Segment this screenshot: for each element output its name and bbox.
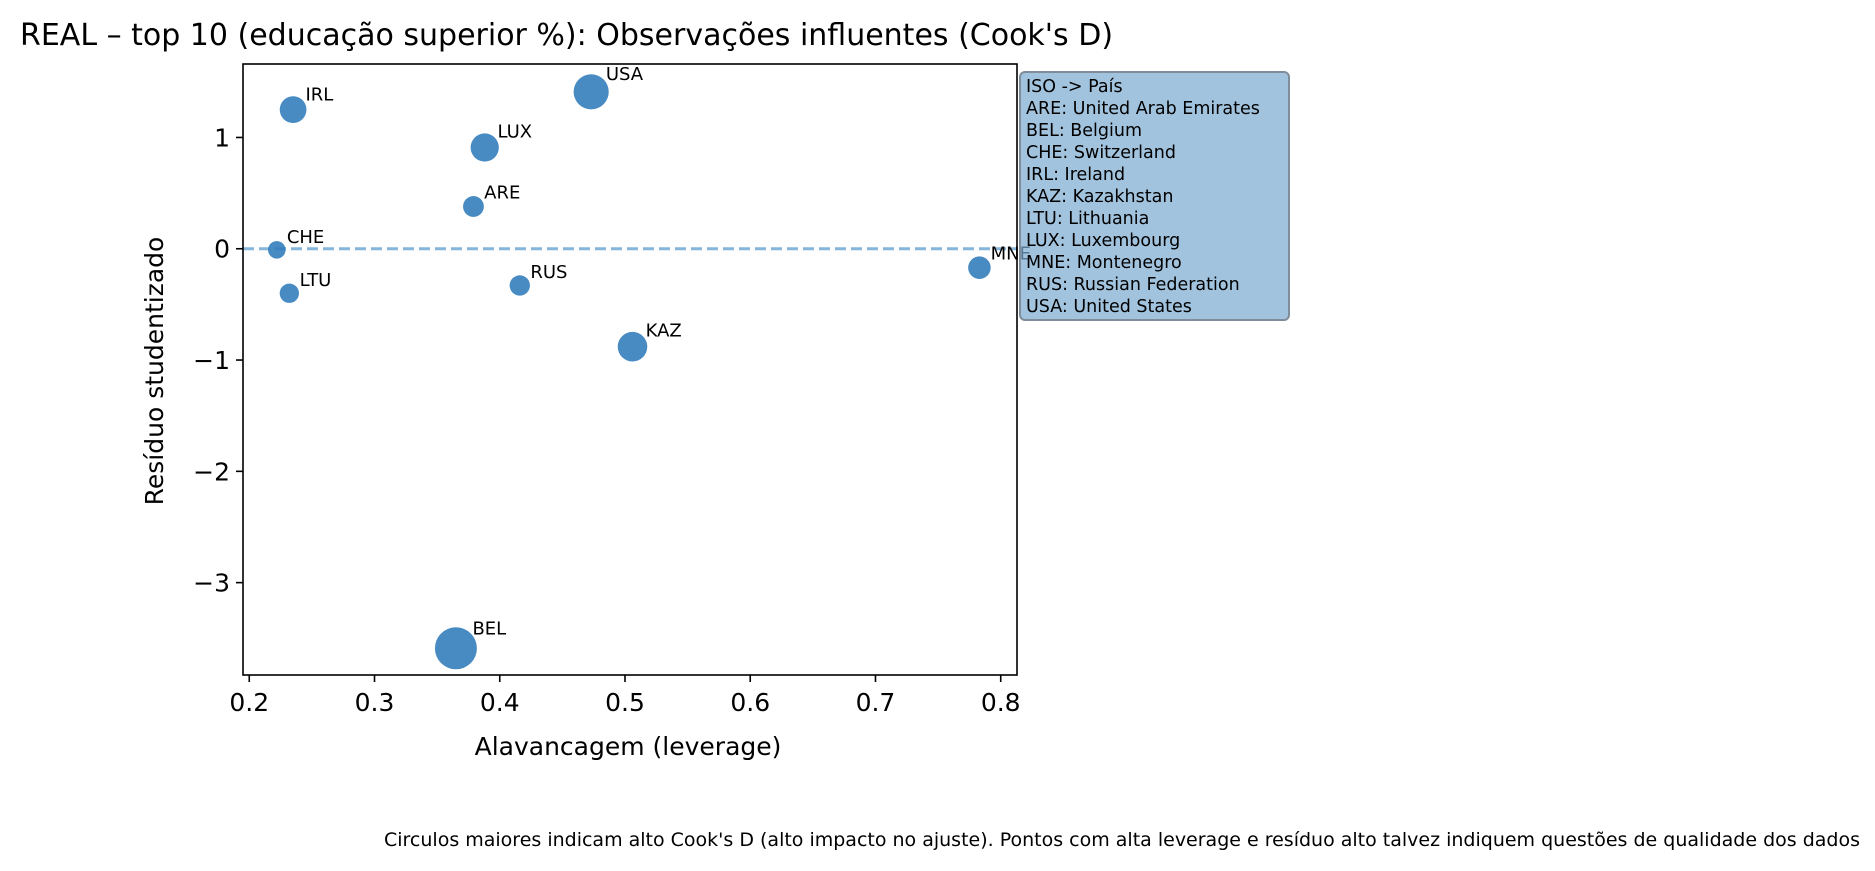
data-point-usa [573, 74, 609, 110]
y-tick-label: −2 [193, 457, 230, 486]
point-label-usa: USA [606, 64, 644, 85]
legend-entry: IRL: Ireland [1026, 165, 1126, 185]
y-axis-ticks: 1 0 −1 −2 −3 [193, 123, 243, 598]
y-tick-label: 1 [214, 123, 230, 152]
point-label-lux: LUX [497, 122, 532, 143]
y-axis-label: Resíduo studentizado [140, 237, 169, 506]
legend-entry: ARE: United Arab Emirates [1026, 99, 1260, 119]
x-axis-label: Alavancagem (leverage) [475, 732, 782, 761]
point-label-bel: BEL [472, 619, 506, 640]
legend-entry: CHE: Switzerland [1026, 143, 1176, 163]
data-point-rus [509, 275, 530, 296]
point-label-che: CHE [287, 227, 324, 248]
data-point-lux [470, 133, 499, 162]
x-axis-ticks: 0.2 0.3 0.4 0.5 0.6 0.7 0.8 [229, 675, 1021, 717]
data-point-mne [968, 256, 991, 279]
point-label-irl: IRL [305, 84, 333, 105]
legend-title: ISO -> País [1026, 77, 1123, 97]
legend-entry: USA: United States [1026, 297, 1192, 317]
legend-entry: RUS: Russian Federation [1026, 275, 1240, 295]
point-label-rus: RUS [530, 262, 567, 283]
axes-frame [242, 63, 1018, 676]
chart-caption: Circulos maiores indicam alto Cook's D (… [383, 829, 1860, 851]
x-tick-label: 0.5 [605, 688, 645, 717]
data-point-irl [279, 96, 307, 124]
legend-entry: LTU: Lithuania [1026, 209, 1150, 229]
chart-title: REAL – top 10 (educação superior %): Obs… [20, 18, 1113, 53]
x-tick-label: 0.4 [480, 688, 520, 717]
legend-entry: BEL: Belgium [1026, 121, 1143, 141]
x-tick-label: 0.7 [856, 688, 896, 717]
point-label-are: ARE [484, 183, 520, 204]
y-tick-label: 0 [214, 235, 230, 264]
x-tick-label: 0.8 [981, 688, 1021, 717]
data-point-che [268, 241, 286, 259]
x-tick-label: 0.2 [229, 688, 269, 717]
data-point-kaz [617, 331, 648, 362]
point-label-ltu: LTU [300, 270, 332, 291]
y-tick-label: −1 [193, 346, 230, 375]
legend-entry: MNE: Montenegro [1026, 253, 1182, 273]
data-point-ltu [279, 283, 299, 303]
y-tick-label: −3 [193, 569, 230, 598]
legend-entry: KAZ: Kazakhstan [1026, 187, 1174, 207]
point-label-kaz: KAZ [646, 321, 682, 342]
data-point-are [463, 196, 484, 217]
iso-country-legend: ISO -> País ARE: United Arab Emirates BE… [1019, 71, 1290, 321]
data-point-bel [434, 627, 477, 670]
legend-entry: LUX: Luxembourg [1026, 231, 1181, 251]
x-tick-label: 0.3 [355, 688, 395, 717]
data-points [268, 74, 991, 670]
x-tick-label: 0.6 [730, 688, 770, 717]
